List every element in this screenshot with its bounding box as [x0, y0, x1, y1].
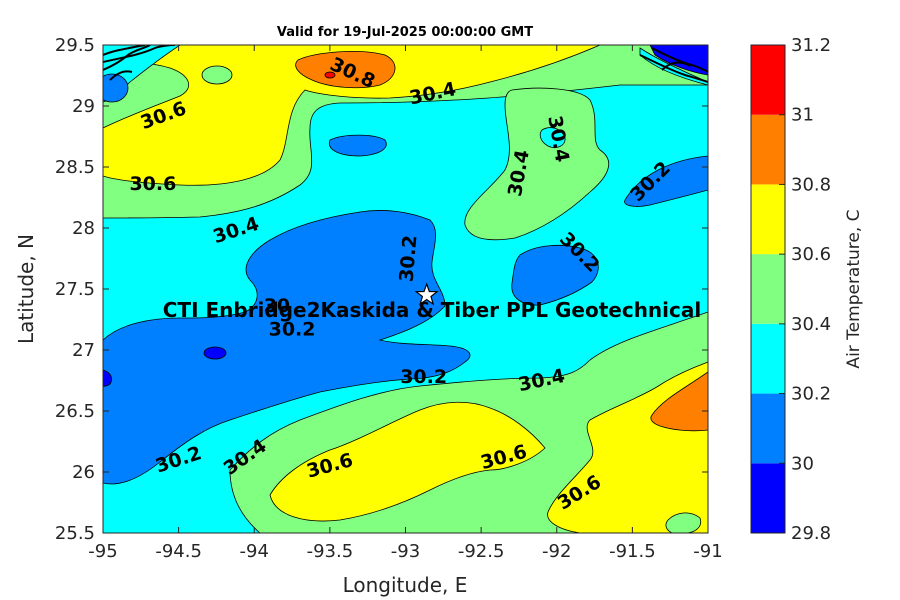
colorbar-segment [751, 463, 785, 533]
site-star-icon [414, 282, 439, 306]
y-tick-label: 29.5 [55, 35, 95, 56]
x-axis-ticks: -95 -94.5 -94 -93.5 -93 -92.5 -92 -91.5 -91 [88, 45, 723, 562]
y-tick-label: 28 [72, 218, 95, 239]
fill-30-0-central [103, 210, 471, 485]
x-tick-label: -94.5 [155, 541, 202, 562]
x-tick-label: -95 [88, 541, 117, 562]
colorbar-label: Air Temperature, C [844, 209, 864, 368]
fill-31-spot [324, 71, 336, 79]
colorbar-segment [751, 45, 785, 115]
site-marker: CTI Enbridge2Kaskida & Tiber PPL Geotech… [163, 282, 701, 322]
y-axis-ticks: 25.5 26 26.5 27 27.5 28 28.5 29 29.5 [55, 35, 708, 544]
y-tick-label: 28.5 [55, 157, 95, 178]
colorbar-segment [751, 184, 785, 255]
colorbar-tick-label: 30.8 [791, 174, 831, 195]
y-tick-label: 26 [72, 462, 95, 483]
fill-30-2-se [665, 512, 702, 533]
y-tick-label: 25.5 [55, 523, 95, 544]
y-axis-label: Latitude, N [14, 234, 38, 344]
chart-title: Valid for 19-Jul-2025 00:00:00 GMT [277, 25, 533, 40]
y-tick-label: 27 [72, 340, 95, 361]
fill-30-0-mid-right [511, 244, 599, 306]
site-name-label: CTI Enbridge2Kaskida & Tiber PPL Geotech… [163, 298, 701, 322]
fill-30-8-south [650, 371, 708, 432]
colorbar-tick-label: 31 [791, 105, 814, 126]
y-tick-label: 29 [72, 96, 95, 117]
colorbar-tick-label: 29.8 [791, 523, 831, 544]
colorbar [750, 44, 786, 534]
x-tick-label: -92 [542, 541, 571, 562]
x-tick-label: -91.5 [609, 541, 656, 562]
colorbar-tick-label: 30.6 [791, 244, 831, 265]
fill-30-coast-nw [103, 73, 129, 103]
x-tick-label: -93 [391, 541, 420, 562]
colorbar-tick-label: 30 [791, 453, 814, 474]
colorbar-segment [751, 254, 785, 324]
contour-field [103, 45, 708, 533]
fill-30-4-east [464, 87, 610, 241]
y-tick-label: 27.5 [55, 279, 95, 300]
fill-30-0-east [539, 127, 566, 148]
contour-label: 30.2 [400, 366, 447, 388]
x-tick-label: -93.5 [307, 541, 354, 562]
colorbar-tick-label: 31.2 [791, 35, 831, 56]
fill-30-4-bubble [201, 65, 233, 85]
contour-label: 30 [264, 295, 290, 317]
x-axis-label: Longitude, E [343, 573, 468, 597]
colorbar-segment [751, 114, 785, 185]
contour-label: 30.2 [269, 318, 316, 340]
fill-30-8-north [295, 51, 396, 89]
fill-30-0-north [328, 134, 387, 157]
x-tick-label: -94 [240, 541, 269, 562]
colorbar-ticks: 29.8 30 30.2 30.4 30.6 30.8 31 31.2 [779, 35, 831, 544]
fill-30-6-south-a [269, 401, 546, 522]
colorbar-segment [751, 393, 785, 464]
x-tick-label: -92.5 [458, 541, 505, 562]
colorbar-tick-label: 30.4 [791, 314, 831, 335]
x-tick-label: -91 [693, 541, 722, 562]
contour-label: 30.2 [396, 234, 422, 283]
fill-30-0-right [624, 155, 708, 207]
colorbar-tick-label: 30.2 [791, 384, 831, 405]
contour-label: 30.6 [129, 173, 176, 195]
colorbar-frame [750, 44, 786, 534]
coastline [103, 45, 708, 83]
colorbar-segment [751, 323, 785, 394]
fill-29-8-spot1 [203, 346, 227, 360]
y-tick-label: 26.5 [55, 401, 95, 422]
